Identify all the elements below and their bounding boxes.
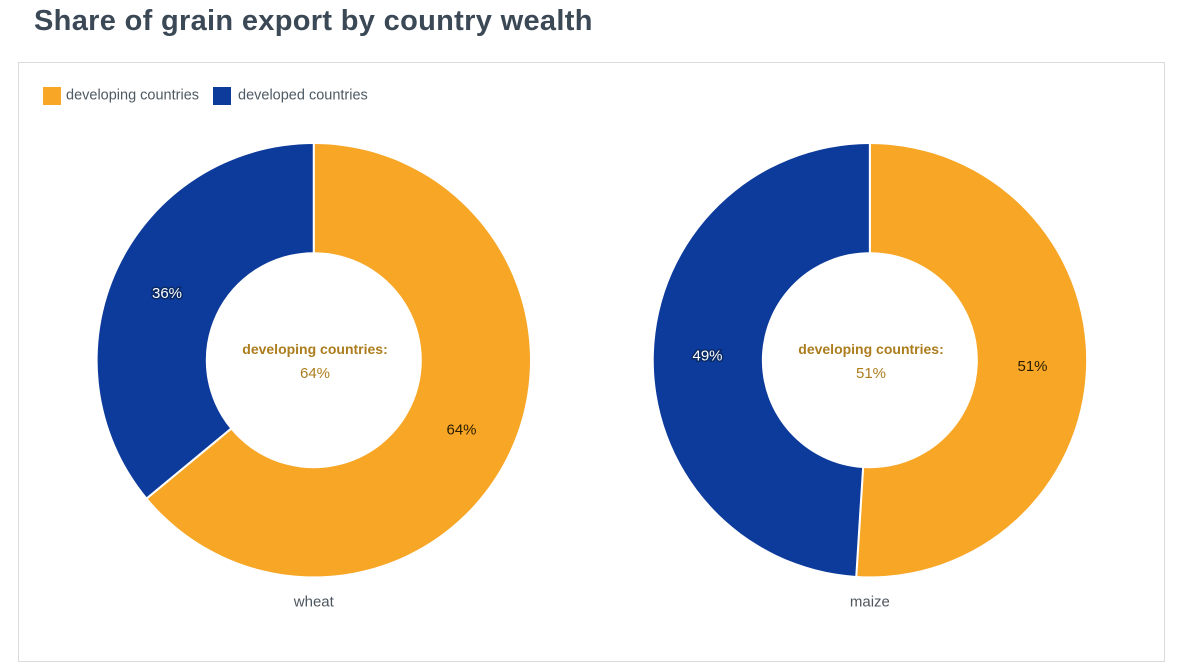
svg-text:wheat: wheat <box>293 594 335 611</box>
svg-text:developing countries:: developing countries: <box>242 341 387 357</box>
svg-text:51%: 51% <box>856 365 886 382</box>
svg-text:64%: 64% <box>446 422 476 439</box>
svg-text:developed countries: developed countries <box>238 88 368 104</box>
svg-text:developing countries: developing countries <box>66 88 199 104</box>
svg-text:36%: 36% <box>152 285 182 302</box>
svg-text:49%: 49% <box>692 348 722 365</box>
svg-text:51%: 51% <box>1017 358 1047 375</box>
svg-text:64%: 64% <box>300 365 330 382</box>
svg-text:developing countries:: developing countries: <box>798 341 943 357</box>
svg-text:maize: maize <box>850 594 890 611</box>
